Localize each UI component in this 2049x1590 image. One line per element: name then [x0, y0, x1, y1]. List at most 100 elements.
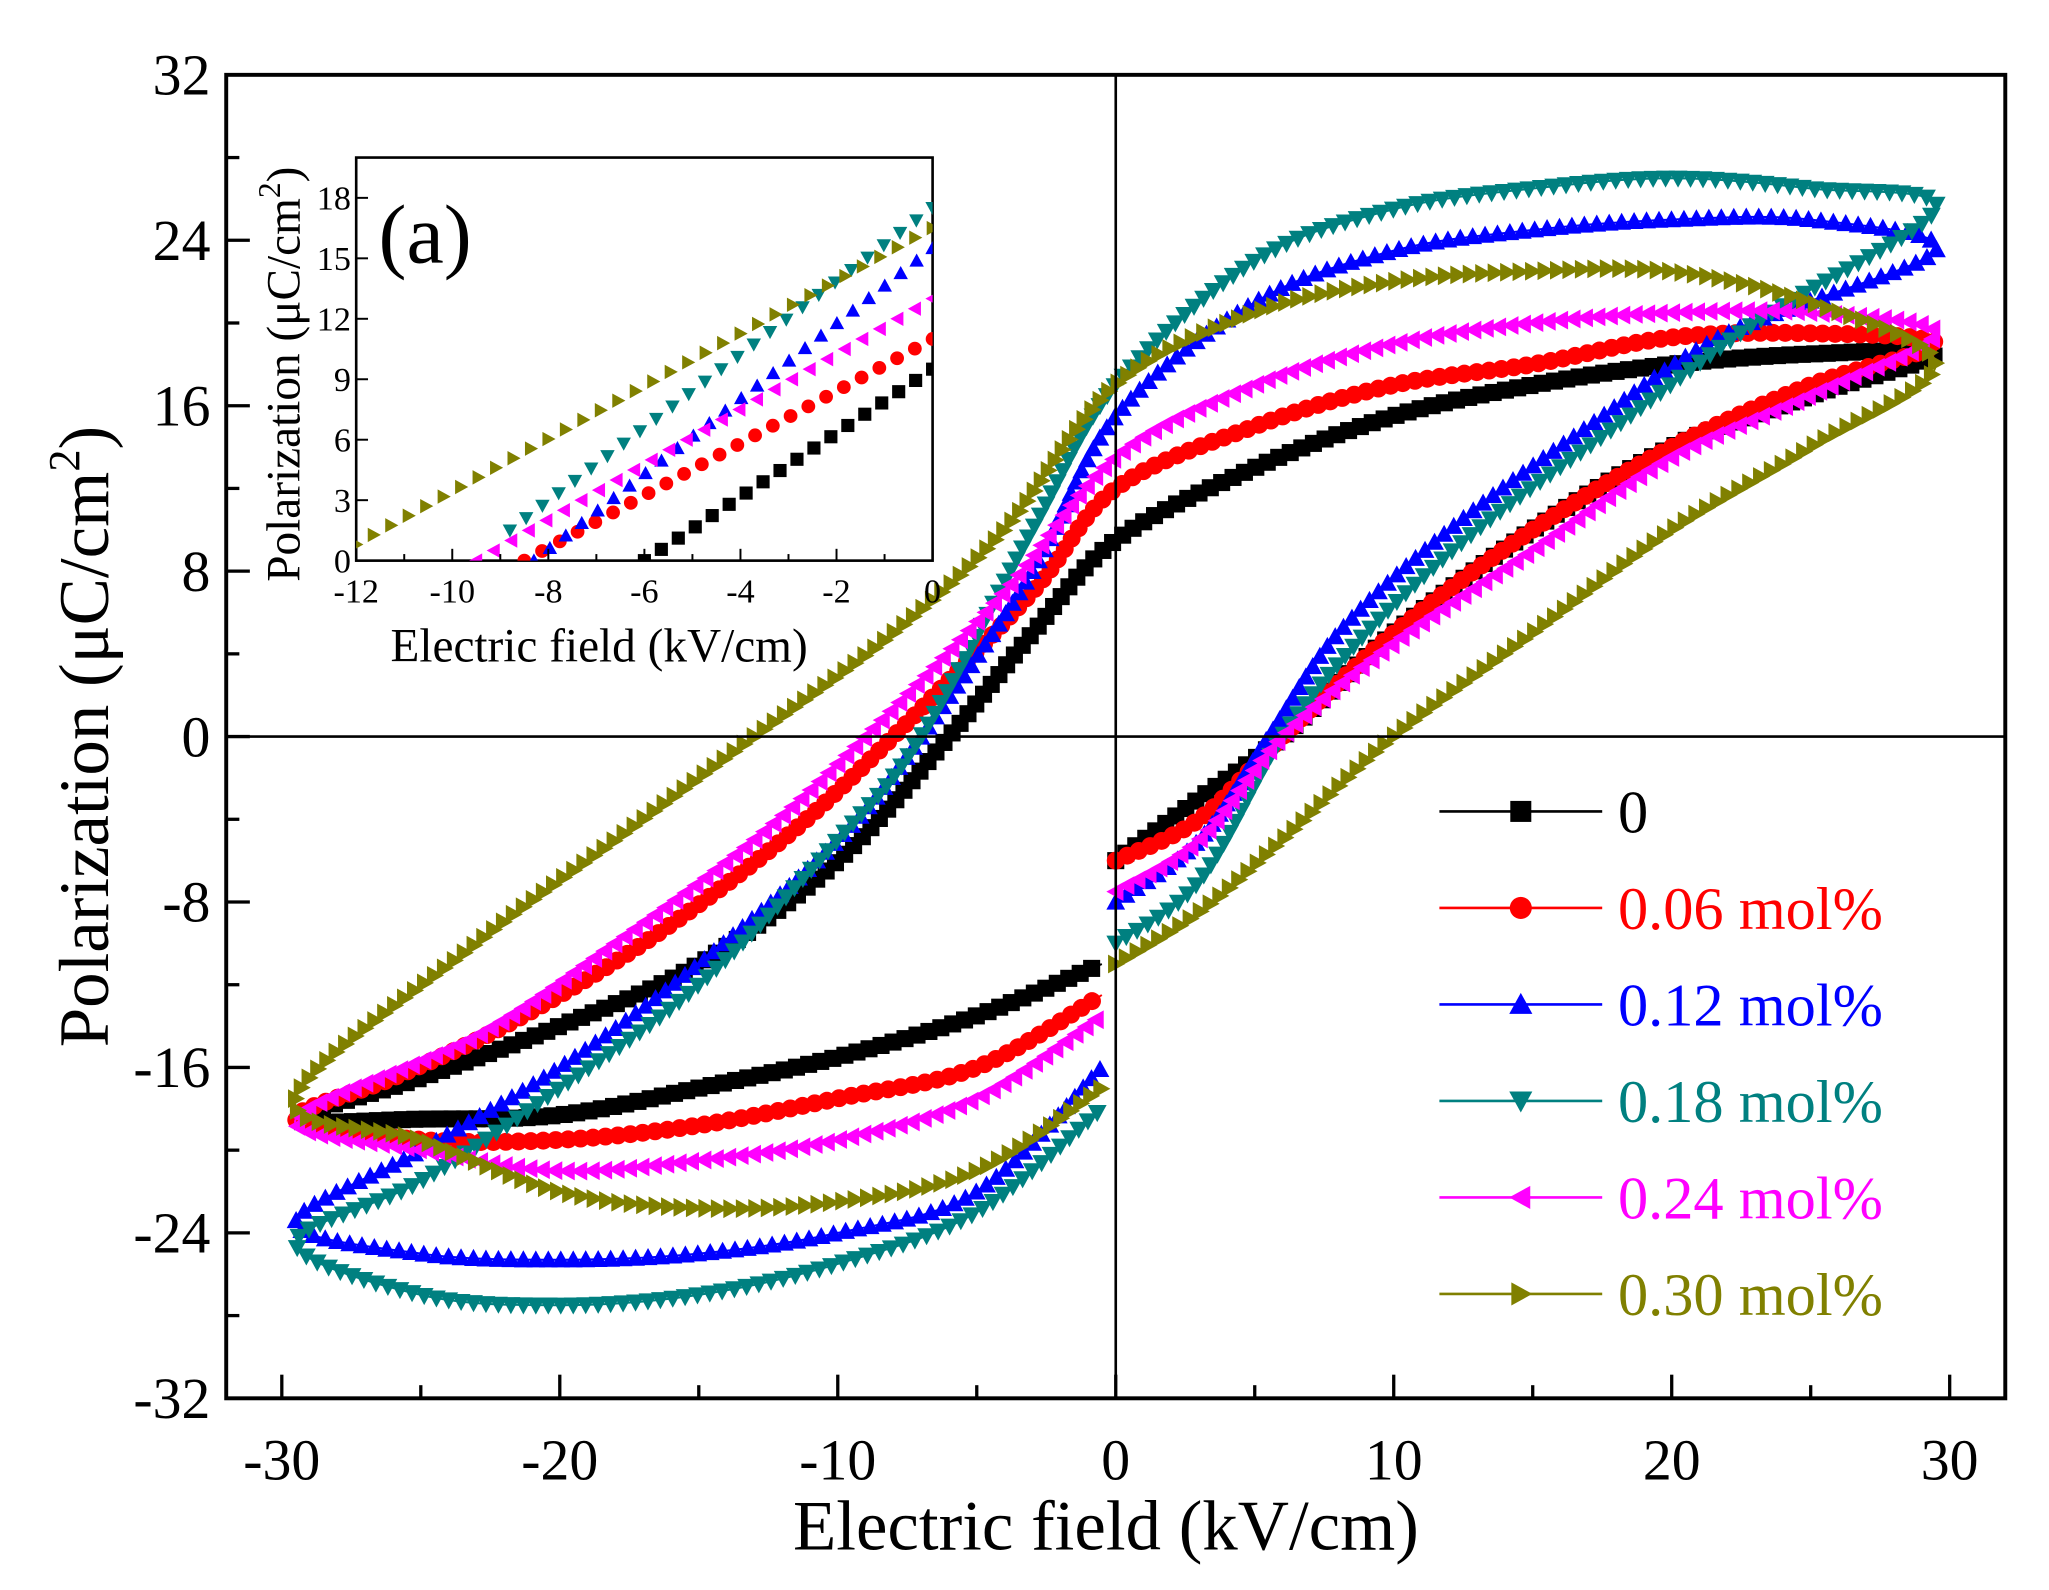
data-point [878, 1118, 896, 1138]
data-point [1436, 688, 1454, 708]
data-point [489, 1296, 508, 1314]
data-point [574, 956, 592, 976]
inset-data-point [730, 350, 745, 364]
data-point [1129, 942, 1147, 961]
data-point [1416, 703, 1434, 723]
data-point [1086, 1010, 1104, 1030]
inset-data-point [591, 482, 606, 498]
data-point [296, 1248, 316, 1266]
data-point [1317, 260, 1337, 278]
data-point [1571, 444, 1590, 462]
inset-data-point [455, 479, 469, 495]
inset-data-point [876, 239, 892, 253]
data-point [937, 684, 957, 702]
data-point [696, 868, 714, 888]
data-point [1686, 341, 1706, 359]
inset-series-0 [637, 362, 933, 561]
data-point [735, 838, 753, 857]
data-point [389, 1241, 409, 1259]
data-point [1566, 592, 1584, 611]
data-point [387, 996, 405, 1015]
data-point [975, 635, 995, 653]
data-point [1423, 606, 1441, 626]
data-point [881, 1240, 901, 1258]
data-point [347, 1026, 365, 1046]
data-point [605, 934, 623, 954]
data-point [1677, 511, 1695, 531]
inset-series-0-18-mol- [502, 202, 933, 538]
data-point [563, 1297, 583, 1315]
data-point [1599, 213, 1619, 231]
data-point [1547, 607, 1565, 626]
data-point [957, 1166, 975, 1186]
y-tick-label: 0 [182, 706, 211, 769]
inset-series-0-12-mol- [529, 241, 933, 561]
data-point [1018, 529, 1038, 547]
data-point [513, 1297, 533, 1315]
data-point [310, 1093, 328, 1113]
legend-marker-triangle-right-icon [1511, 1282, 1533, 1306]
data-point [1362, 650, 1380, 670]
data-point [1178, 886, 1197, 904]
legend-marker-triangle-down-icon [1509, 1091, 1533, 1113]
data-point [1851, 325, 1869, 344]
data-point [466, 1138, 486, 1156]
legend-label: 0.06 mol% [1618, 876, 1883, 943]
data-point [801, 780, 819, 800]
data-point [1525, 220, 1545, 238]
data-point [1612, 259, 1630, 278]
data-point [532, 1160, 550, 1180]
data-point [1631, 400, 1651, 418]
data-point [1730, 173, 1750, 191]
data-point [1304, 802, 1322, 822]
inset-data-point [874, 249, 888, 265]
data-point [1329, 347, 1347, 367]
data-point [491, 1161, 509, 1181]
data-point [1053, 1108, 1071, 1128]
data-point [688, 977, 708, 995]
data-point [613, 1249, 633, 1267]
data-point [1235, 379, 1253, 399]
data-point [1568, 509, 1586, 529]
data-point [1711, 208, 1731, 226]
data-point [1594, 405, 1614, 423]
data-point [1255, 247, 1274, 265]
data-point [1912, 215, 1932, 234]
data-point [1260, 284, 1280, 302]
legend-marker-triangle-left-icon [1509, 1185, 1531, 1209]
data-point [1166, 409, 1184, 429]
legend-marker-triangle-up-icon [1509, 992, 1533, 1014]
data-point [1005, 1151, 1025, 1169]
inset-data-point [730, 438, 745, 452]
data-point [1121, 389, 1141, 407]
data-point [1731, 325, 1750, 343]
inset-data-point [632, 425, 648, 439]
data-point [1033, 471, 1051, 491]
data-point [586, 846, 604, 865]
data-point [968, 1161, 986, 1181]
legend-item: 0.06 mol% [1439, 876, 1883, 943]
data-point [656, 794, 674, 813]
data-point [983, 1080, 1001, 1100]
main-plot-marks [286, 170, 1946, 1315]
data-point [1576, 584, 1594, 604]
data-point [1046, 1039, 1064, 1059]
data-point [890, 693, 908, 712]
data-point [570, 1161, 588, 1181]
data-point [1438, 230, 1458, 248]
data-point [1161, 922, 1179, 942]
data-point [1412, 613, 1430, 633]
y-tick-label: -16 [133, 1037, 210, 1100]
data-point [736, 734, 754, 754]
data-point [1271, 278, 1291, 297]
data-point [1113, 398, 1132, 416]
data-point [1078, 1113, 1098, 1131]
data-point [1500, 262, 1518, 282]
data-point [933, 648, 951, 668]
data-point [1296, 696, 1316, 714]
data-point [1231, 870, 1249, 889]
data-point [1883, 263, 1903, 281]
data-point [335, 1130, 353, 1149]
data-point [1040, 460, 1058, 480]
data-point [996, 604, 1016, 622]
